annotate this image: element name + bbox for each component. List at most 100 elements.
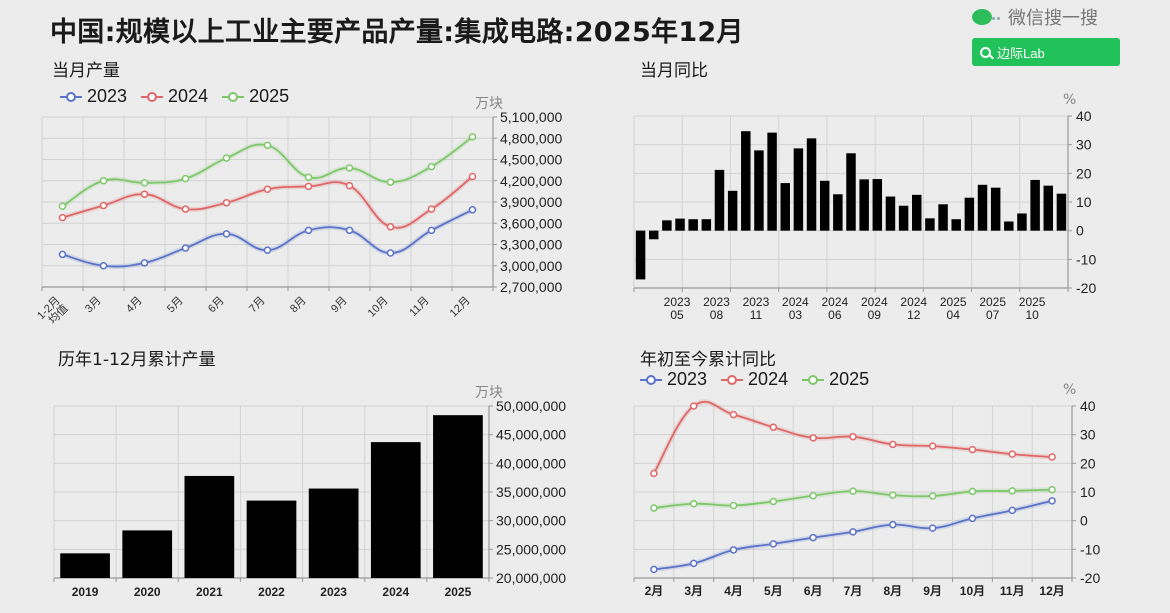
legend-item-2023[interactable]: 2023 <box>60 86 127 107</box>
data-point[interactable] <box>1048 453 1056 461</box>
data-point[interactable] <box>729 410 738 419</box>
bar-2022[interactable] <box>246 500 297 578</box>
data-point[interactable] <box>181 174 190 183</box>
data-point[interactable] <box>222 230 231 238</box>
data-point[interactable] <box>650 504 658 512</box>
bar-2023-10[interactable] <box>741 131 751 231</box>
data-point[interactable] <box>140 259 149 267</box>
bar-2025-08[interactable] <box>1004 221 1014 231</box>
data-point[interactable] <box>181 244 190 252</box>
data-point[interactable] <box>689 500 698 508</box>
bar-2023[interactable] <box>308 488 359 578</box>
data-point[interactable] <box>427 205 436 213</box>
data-point[interactable] <box>222 154 231 162</box>
data-point[interactable] <box>809 491 817 500</box>
data-point[interactable] <box>263 246 272 254</box>
data-point[interactable] <box>849 487 857 495</box>
data-point[interactable] <box>304 226 313 235</box>
data-point[interactable] <box>889 520 897 529</box>
legend-item-2024[interactable]: 2024 <box>721 369 788 390</box>
data-point[interactable] <box>58 250 67 259</box>
bar-2023-02[interactable] <box>635 230 646 280</box>
data-point[interactable] <box>849 528 857 536</box>
data-point[interactable] <box>1008 487 1017 495</box>
data-point[interactable] <box>181 205 190 213</box>
data-point[interactable] <box>928 524 937 532</box>
bar-2020[interactable] <box>122 530 173 578</box>
data-point[interactable] <box>889 440 897 449</box>
legend-item-2024[interactable]: 2024 <box>141 86 208 107</box>
bar-2024-06[interactable] <box>833 194 843 231</box>
data-point[interactable] <box>386 249 395 257</box>
data-point[interactable] <box>889 491 897 499</box>
data-point[interactable] <box>58 213 67 222</box>
data-point[interactable] <box>304 173 313 181</box>
bar-2023-04[interactable] <box>662 220 672 231</box>
bar-2023-03[interactable] <box>648 230 659 240</box>
data-point[interactable] <box>689 559 698 568</box>
bar-2023-11[interactable] <box>754 150 764 231</box>
data-point[interactable] <box>968 514 977 523</box>
bar-2023-06[interactable] <box>688 219 698 231</box>
data-point[interactable] <box>304 182 313 191</box>
data-point[interactable] <box>58 202 67 210</box>
data-point[interactable] <box>99 262 108 270</box>
bar-2024-07[interactable] <box>846 153 856 231</box>
data-point[interactable] <box>849 432 857 441</box>
bar-2024-11[interactable] <box>898 205 909 231</box>
data-point[interactable] <box>689 402 698 410</box>
bar-2025-06[interactable] <box>977 184 988 231</box>
data-point[interactable] <box>345 226 354 235</box>
bar-2025[interactable] <box>433 415 483 578</box>
data-point[interactable] <box>222 198 231 207</box>
data-point[interactable] <box>968 445 977 454</box>
data-point[interactable] <box>140 190 149 198</box>
data-point[interactable] <box>809 533 817 542</box>
bar-2023-07[interactable] <box>701 219 712 231</box>
data-point[interactable] <box>427 226 436 235</box>
bar-2023-12[interactable] <box>767 132 777 231</box>
bar-2025-07[interactable] <box>990 187 1001 231</box>
data-point[interactable] <box>1008 506 1017 515</box>
wechat-search-button[interactable]: 边际Lab <box>972 38 1120 66</box>
bar-2024-02[interactable] <box>780 183 790 231</box>
bar-2021[interactable] <box>184 475 235 578</box>
data-point[interactable] <box>729 501 738 510</box>
data-point[interactable] <box>345 181 354 190</box>
bar-2024-04[interactable] <box>806 138 817 231</box>
data-point[interactable] <box>468 133 477 141</box>
data-point[interactable] <box>386 223 395 231</box>
bar-2024-12[interactable] <box>912 194 922 231</box>
data-point[interactable] <box>650 469 658 478</box>
bar-2023-09[interactable] <box>727 190 738 231</box>
bar-2024-08[interactable] <box>859 179 869 231</box>
bar-2025-03[interactable] <box>938 204 948 231</box>
data-point[interactable] <box>386 178 395 186</box>
data-point[interactable] <box>468 172 477 181</box>
data-point[interactable] <box>427 162 436 171</box>
bar-2024-03[interactable] <box>793 148 804 231</box>
bar-2025-11[interactable] <box>1043 185 1054 231</box>
bar-2024-10[interactable] <box>885 196 896 231</box>
data-point[interactable] <box>928 442 937 450</box>
data-point[interactable] <box>729 546 738 554</box>
data-point[interactable] <box>345 164 354 172</box>
data-point[interactable] <box>769 540 778 548</box>
legend-item-2023[interactable]: 2023 <box>640 369 707 390</box>
data-point[interactable] <box>263 141 272 150</box>
bar-2019[interactable] <box>60 553 110 578</box>
data-point[interactable] <box>769 497 778 506</box>
data-point[interactable] <box>968 487 977 496</box>
bar-2025-04[interactable] <box>951 219 961 231</box>
data-point[interactable] <box>809 434 817 442</box>
bar-2023-05[interactable] <box>675 218 685 231</box>
bar-2024-09[interactable] <box>872 179 883 231</box>
data-point[interactable] <box>1008 450 1017 458</box>
bar-2024-05[interactable] <box>819 180 830 231</box>
data-point[interactable] <box>928 492 937 500</box>
data-point[interactable] <box>468 206 477 214</box>
bar-2025-10[interactable] <box>1030 179 1040 231</box>
data-point[interactable] <box>140 179 149 187</box>
data-point[interactable] <box>263 185 272 193</box>
bar-2025-05[interactable] <box>964 197 975 231</box>
